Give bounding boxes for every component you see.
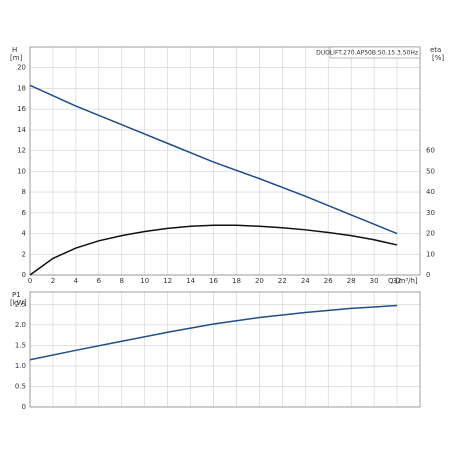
chart-title: DUOLIFT.270.AP50B.50.15.3.50Hz xyxy=(316,50,418,57)
y2-axis-label: eta xyxy=(430,46,441,54)
x-tick-label: 6 xyxy=(97,277,102,285)
y-tick-label: 10 xyxy=(17,167,26,175)
y2-tick-label: 30 xyxy=(426,209,435,217)
y-tick-label: 14 xyxy=(17,126,26,134)
x-tick-label: 18 xyxy=(232,277,241,285)
y-tick-label: 0 xyxy=(22,271,26,279)
x-axis-label: Q [m³/h] xyxy=(388,277,418,285)
curve xyxy=(29,224,398,276)
x-tick-label: 28 xyxy=(347,277,356,285)
y-tick-label: 1.0 xyxy=(15,362,26,370)
x-tick-label: 12 xyxy=(163,277,172,285)
y2-tick-label: 0 xyxy=(426,271,430,279)
x-tick-label: 30 xyxy=(370,277,379,285)
y-axis-label: P1 xyxy=(12,291,21,299)
y2-tick-label: 10 xyxy=(426,250,435,258)
y-tick-label: 2.0 xyxy=(15,321,26,329)
y2-tick-label: 20 xyxy=(426,230,435,238)
x-tick-label: 2 xyxy=(51,277,55,285)
y-tick-label: 2 xyxy=(22,250,26,258)
y-tick-label: 6 xyxy=(22,209,27,217)
y2-axis-unit: [%] xyxy=(432,54,444,62)
y-axis-unit: [m] xyxy=(10,54,23,62)
x-tick-label: 8 xyxy=(120,277,124,285)
x-tick-label: 4 xyxy=(74,277,79,285)
x-tick-label: 26 xyxy=(324,277,333,285)
x-tick-label: 10 xyxy=(140,277,149,285)
y-tick-label: 0.5 xyxy=(15,382,26,390)
y-tick-label: 16 xyxy=(17,105,26,113)
y2-tick-label: 40 xyxy=(426,188,435,196)
curve xyxy=(29,304,398,361)
y2-tick-label: 60 xyxy=(426,147,435,155)
curve xyxy=(29,84,398,235)
x-tick-label: 16 xyxy=(209,277,218,285)
y-tick-label: 1.5 xyxy=(15,341,26,349)
x-tick-label: 14 xyxy=(186,277,195,285)
x-tick-label: 0 xyxy=(28,277,32,285)
y-tick-label: 12 xyxy=(17,147,26,155)
plot-frame xyxy=(29,46,421,276)
x-tick-label: 20 xyxy=(255,277,264,285)
y-tick-label: 2.5 xyxy=(15,300,26,308)
title-box xyxy=(329,46,421,59)
y-tick-label: 0 xyxy=(22,403,26,411)
y-axis-label: H xyxy=(12,46,17,54)
y-tick-label: 8 xyxy=(22,188,26,196)
y2-tick-label: 50 xyxy=(426,167,435,175)
y-tick-label: 20 xyxy=(17,64,26,72)
y-tick-label: 4 xyxy=(22,230,27,238)
plot-frame xyxy=(29,291,421,408)
x-tick-label: 22 xyxy=(278,277,287,285)
y-axis-unit: [kW] xyxy=(10,299,27,307)
y-tick-label: 18 xyxy=(17,84,26,92)
x-tick-label: 32 xyxy=(393,277,402,285)
x-tick-label: 24 xyxy=(301,277,310,285)
